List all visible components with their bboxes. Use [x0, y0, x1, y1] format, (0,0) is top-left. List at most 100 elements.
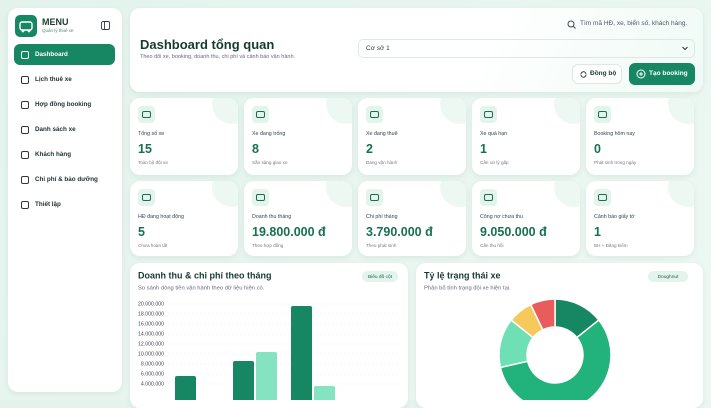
icon-glyph: [142, 111, 151, 118]
sync-button[interactable]: Đồng bộ: [572, 64, 622, 84]
stat-card: Cảnh báo giấy tờ 1 BH + Đăng kiểm: [586, 181, 694, 256]
nav-label: Lịch thuê xe: [35, 76, 72, 83]
icon-glyph: [484, 111, 493, 118]
nav-item[interactable]: Dashboard: [14, 44, 115, 65]
card-decor: [326, 98, 352, 124]
card-decor: [554, 98, 580, 124]
stat-icon: [138, 106, 155, 123]
stat-label: Xe đang thuê: [366, 131, 398, 137]
sidebar: MENU Quản lý thuê xe Dashboard Lịch thuê …: [8, 8, 122, 392]
y-tick-label: 4.000.000: [141, 381, 164, 387]
card-decor: [212, 181, 238, 207]
nav-label: Dashboard: [35, 51, 68, 58]
chart-badge: Biểu đồ cột: [368, 273, 393, 280]
stat-value: 0: [594, 142, 601, 156]
icon-glyph: [484, 194, 493, 201]
stat-note: Phát sinh trong ngày: [594, 160, 637, 165]
card-decor: [440, 181, 466, 207]
donut-chart-panel: Tỷ lệ trạng thái xe Doughnut Phân bổ tìn…: [416, 263, 703, 408]
collapse-button[interactable]: [101, 21, 110, 30]
stat-card: Công nợ chưa thu 9.050.000 đ Cần thu hồi: [472, 181, 580, 256]
icon-shape: [256, 111, 265, 118]
stat-label: Công nợ chưa thu: [480, 214, 523, 220]
select-value: Cơ sở 1: [366, 45, 390, 52]
menu-subtitle: Quản lý thuê xe: [42, 28, 74, 33]
badge-bg: [648, 271, 688, 282]
icon-glyph: [598, 194, 607, 201]
branch-select[interactable]: Cơ sở 1: [358, 39, 695, 58]
create-booking-button[interactable]: Tạo booking: [629, 63, 695, 85]
nav-label: Khách hàng: [35, 151, 72, 158]
icon-shape: [21, 200, 29, 209]
icon-shape: [21, 100, 29, 109]
stat-note: Theo hợp đồng: [252, 243, 284, 248]
y-tick-label: 20.000.000: [138, 301, 164, 307]
icon-glyph: [142, 194, 151, 201]
stat-card: Booking hôm nay 0 Phát sinh trong ngày: [586, 98, 694, 175]
stat-card: Doanh thu tháng 19.800.000 đ Theo hợp đồng: [244, 181, 352, 256]
bar-chart-panel: Doanh thu & chi phí theo tháng Biểu đồ c…: [130, 263, 408, 408]
stat-value: 15: [138, 142, 152, 156]
chevron: [682, 46, 688, 51]
menu-title: MENU: [42, 17, 69, 27]
nav-label: Chi phí & bảo dưỡng: [35, 176, 98, 183]
icon-shape: [484, 111, 493, 118]
stat-card: Tổng số xe 15 Toàn bộ đội xe: [130, 98, 238, 175]
stat-note: Theo phát sinh: [366, 243, 397, 248]
logo: [15, 15, 37, 37]
nav-item[interactable]: Khách hàng: [14, 144, 115, 165]
nav-item[interactable]: Chi phí & bảo dưỡng: [14, 169, 115, 190]
icon-shape: [21, 50, 29, 59]
card-decor: [212, 98, 238, 124]
nav-item[interactable]: Hợp đồng booking: [14, 94, 115, 115]
card-decor: [668, 181, 694, 207]
donut-segment: [529, 298, 556, 331]
stat-note: BH + Đăng kiểm: [594, 243, 628, 248]
nav-item[interactable]: Lịch thuê xe: [14, 69, 115, 90]
stat-label: Xe đang trống: [252, 131, 286, 137]
stat-value: 9.050.000 đ: [480, 225, 547, 239]
nav-icon: [21, 75, 29, 84]
stat-icon: [594, 106, 611, 123]
stat-card: HĐ đang hoạt động 5 Chưa hoàn tất: [130, 181, 238, 256]
sync-icon: [580, 71, 587, 78]
stat-label: HĐ đang hoạt động: [138, 214, 184, 220]
plus-icon: [636, 69, 646, 79]
stat-label: Chi phí tháng: [366, 214, 398, 220]
header: Tìm mã HĐ, xe, biển số, khách hàng. Dash…: [130, 8, 703, 92]
search-input[interactable]: Tìm mã HĐ, xe, biển số, khách hàng.: [580, 20, 688, 27]
chart-subtitle: Phân bổ tình trạng đội xe hiện tại.: [424, 285, 511, 292]
stat-value: 3.790.000 đ: [366, 225, 433, 239]
icon-glyph: [256, 194, 265, 201]
icon-shape: [598, 111, 607, 118]
stat-icon: [594, 189, 611, 206]
icon-shape: [370, 111, 379, 118]
icon-shape: [21, 150, 29, 159]
stat-card: Xe quá hạn 1 Cần xử lý gấp: [472, 98, 580, 175]
stat-label: Tổng số xe: [138, 131, 165, 137]
stat-label: Booking hôm nay: [594, 131, 635, 137]
card-decor: [326, 181, 352, 207]
icon-shape: [142, 194, 151, 201]
stat-note: Cần thu hồi: [480, 243, 504, 248]
icon-glyph: [598, 111, 607, 118]
stat-note: Chưa hoàn tất: [138, 243, 168, 248]
card-decor: [668, 98, 694, 124]
stat-icon: [480, 106, 497, 123]
nav-item[interactable]: Thiết lập: [14, 194, 115, 215]
y-tick-label: 16.000.000: [138, 321, 164, 327]
sync-label: Đồng bộ: [590, 70, 617, 77]
chart-title: Tỷ lệ trạng thái xe: [424, 270, 501, 280]
y-tick-label: 12.000.000: [138, 341, 164, 347]
stat-label: Xe quá hạn: [480, 131, 508, 137]
nav-label: Hợp đồng booking: [35, 101, 92, 108]
icon-shape: [256, 194, 265, 201]
nav-icon: [21, 125, 29, 134]
stat-icon: [480, 189, 497, 206]
nav-item[interactable]: Danh sách xe: [14, 119, 115, 140]
bar: [256, 352, 277, 404]
icon-shape: [370, 194, 379, 201]
icon-shape: [484, 194, 493, 201]
y-tick-label: 6.000.000: [141, 371, 164, 377]
